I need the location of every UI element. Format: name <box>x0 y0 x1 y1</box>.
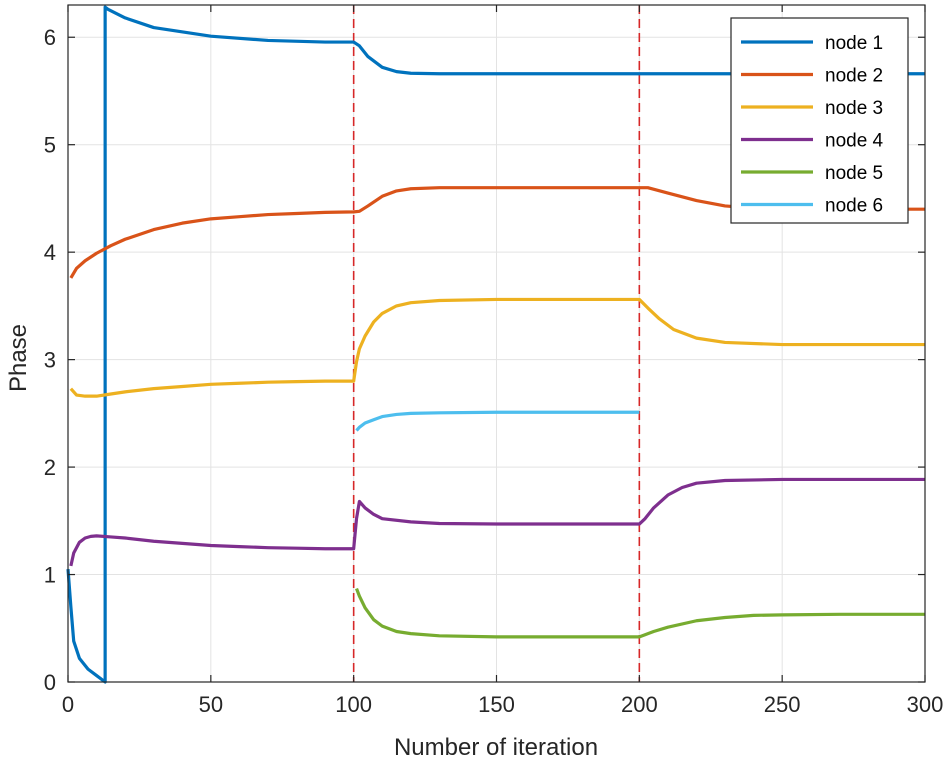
legend-label-node-6: node 6 <box>825 196 883 217</box>
x-tick-label: 0 <box>62 692 74 717</box>
y-tick-label: 2 <box>44 455 56 480</box>
legend-label-node-3: node 3 <box>825 98 883 119</box>
y-tick-label: 6 <box>44 25 56 50</box>
y-tick-label: 4 <box>44 240 56 265</box>
y-axis-label: Phase <box>5 324 32 392</box>
legend-label-node-4: node 4 <box>825 131 884 152</box>
y-axis-ticks: 0 1 2 3 4 5 6 <box>44 25 925 695</box>
y-tick-label: 0 <box>44 670 56 695</box>
x-tick-label: 250 <box>764 692 801 717</box>
series-line-node-3 <box>69 297 925 398</box>
y-tick-label: 5 <box>44 133 56 158</box>
legend-label-node-5: node 5 <box>825 163 883 184</box>
x-tick-label: 150 <box>478 692 515 717</box>
legend: node 1 node 2 node 3 node 4 node 5 node 6 <box>730 17 909 224</box>
x-tick-label: 50 <box>199 692 223 717</box>
x-tick-label: 300 <box>907 692 944 717</box>
legend-label-node-1: node 1 <box>825 33 883 54</box>
series-line-node-5 <box>355 587 925 639</box>
x-tick-label: 200 <box>621 692 658 717</box>
series-line-node-4 <box>69 477 925 567</box>
legend-box <box>730 17 909 224</box>
legend-label-node-2: node 2 <box>825 66 883 87</box>
series-line-node-1 <box>66 5 925 684</box>
series-line-node-6 <box>355 410 640 432</box>
vertical-markers <box>352 5 641 682</box>
x-axis-ticks: 0 50 100 150 200 250 300 <box>62 5 943 717</box>
y-tick-label: 1 <box>44 563 56 588</box>
x-axis-label: Number of iteration <box>394 734 598 761</box>
series-line-node-2 <box>69 186 925 279</box>
series-lines <box>66 5 925 684</box>
x-tick-label: 100 <box>335 692 372 717</box>
y-tick-label: 3 <box>44 348 56 373</box>
